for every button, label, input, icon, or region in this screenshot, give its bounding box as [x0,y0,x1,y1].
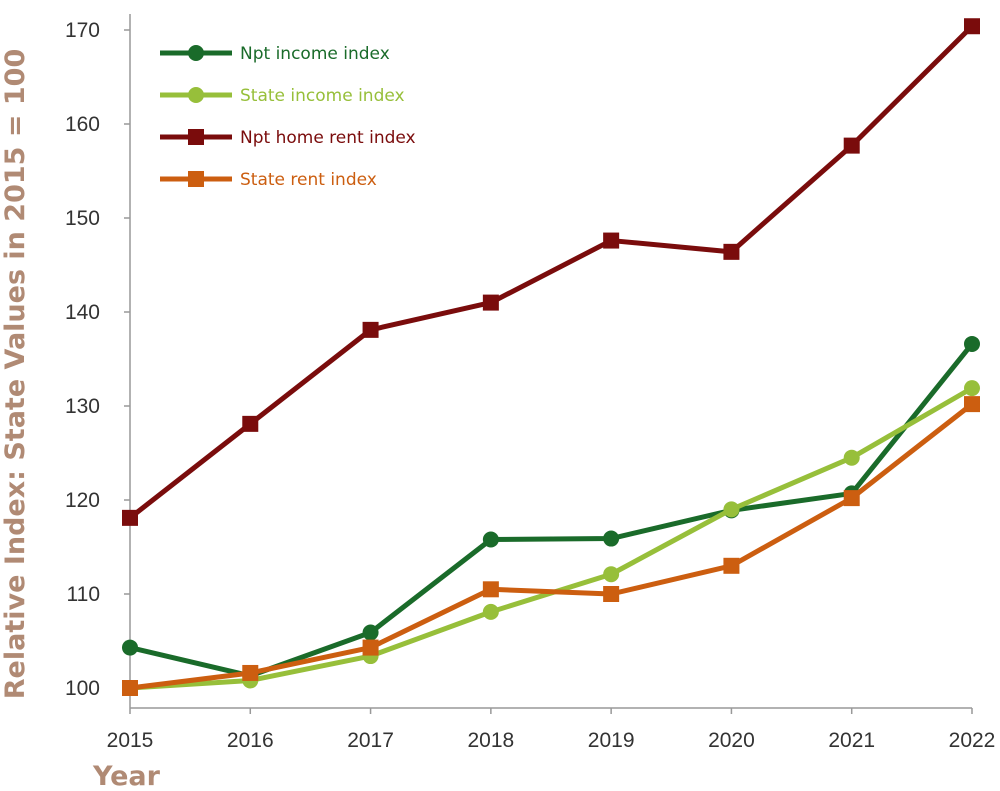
x-tick-label: 2020 [708,729,755,752]
legend-label: State rent index [240,170,377,190]
legend-label: Npt home rent index [240,128,416,148]
x-tick-label: 2016 [227,729,274,752]
data-point [603,586,620,602]
data-point [723,243,740,260]
data-point [482,531,499,548]
data-point [843,137,860,154]
data-point [362,639,379,656]
data-point [362,321,379,338]
series-0 [122,335,980,684]
y-tick-label: 170 [65,19,100,42]
data-point [122,639,138,656]
x-axis-ticks: 2015 2016 2017 2018 2019 2020 2021 2022 [107,708,996,752]
series-layer [122,18,980,696]
x-tick-label: 2017 [347,729,394,752]
y-tick-label: 130 [65,395,100,418]
data-point [482,603,499,620]
legend-item: State rent index [160,170,377,190]
data-point [964,396,980,413]
data-point [603,566,620,583]
legend-swatch-marker [188,129,204,145]
series-line [128,24,974,520]
data-point [843,449,860,466]
chart-axes [129,14,972,709]
legend-label: Npt income index [240,44,390,64]
y-tick-label: 100 [65,677,100,700]
y-axis-ticks: 100 110 120 130 140 150 160 170 [65,19,130,700]
x-tick-label: 2018 [467,729,514,752]
data-point [603,232,620,249]
series-2 [122,18,980,526]
data-point [482,294,499,311]
legend-item: State income index [160,86,405,106]
data-point [482,581,499,598]
series-3 [122,396,980,696]
data-point [242,664,259,681]
data-point [843,490,860,507]
data-point [723,501,740,518]
legend-swatch-marker [188,45,204,61]
data-point [362,624,379,641]
y-tick-label: 110 [67,583,100,606]
data-point [964,380,980,397]
y-tick-label: 120 [65,489,100,512]
x-tick-label: 2015 [107,729,154,752]
series-line [129,342,974,679]
series-line [129,402,974,691]
legend-item: Npt home rent index [160,128,416,148]
y-tick-label: 140 [65,301,100,324]
legend-swatch-marker [188,87,204,103]
y-tick-label: 160 [65,113,100,136]
x-tick-label: 2021 [828,729,875,752]
legend-item: Npt income index [160,44,390,64]
x-tick-label: 2019 [588,729,635,752]
data-point [723,557,740,574]
legend-swatch-marker [188,171,204,187]
data-point [122,680,138,696]
x-tick-label: 2022 [949,729,996,752]
legend: Npt income index State income index Npt ho… [160,44,416,190]
x-axis-title: Year [92,761,161,791]
data-point [122,509,138,526]
y-tick-label: 150 [65,207,100,230]
data-point [964,335,980,352]
y-axis-title: Relative Index: State Values in 2015 = 1… [0,49,31,699]
data-point [603,530,620,547]
legend-label: State income index [240,86,405,106]
data-point [964,18,980,35]
data-point [242,415,259,432]
